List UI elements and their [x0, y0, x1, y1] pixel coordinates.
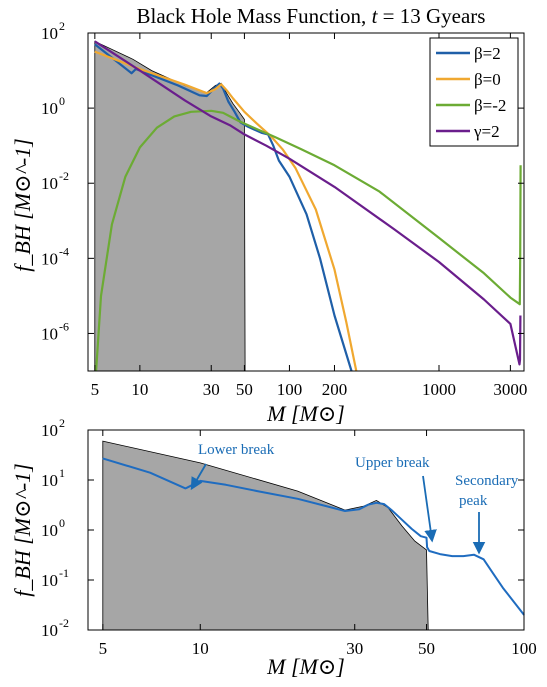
top-x-tick-label: 30 — [203, 380, 220, 399]
top-series-line-gamma-2 — [94, 40, 522, 366]
top-y-tick-label: 10 — [41, 174, 58, 193]
top-y-tick-exponent: -2 — [59, 169, 69, 183]
top-chart-title: Black Hole Mass Function, t = 13 Gyears — [137, 4, 486, 28]
bottom-y-axis-label: f_BH [M⊙^-1] — [10, 463, 35, 596]
annotation-secondary: Secondary — [455, 473, 519, 489]
bottom-y-tick-exponent: -1 — [59, 566, 69, 580]
annotation-upper-break: Upper break — [355, 455, 430, 471]
bottom-x-tick-label: 10 — [192, 639, 209, 658]
annotation-arrow — [422, 475, 437, 543]
top-x-tick-label: 50 — [236, 380, 253, 399]
top-series-line-beta-2 — [94, 43, 353, 372]
bottom-y-tick-label: 10 — [41, 471, 58, 490]
bottom-series-line-beta-2 — [102, 457, 525, 616]
top-x-axis-label: M [M⊙] — [266, 401, 345, 426]
bottom-y-tick-exponent: 1 — [59, 466, 65, 480]
legend-label-beta-minus-2: β=-2 — [474, 96, 506, 115]
bottom-y-tick-label: 10 — [41, 421, 58, 440]
top-series-line-beta-0 — [94, 50, 358, 372]
bottom-y-tick-label: 10 — [41, 621, 58, 640]
top-plot-frame — [87, 32, 525, 372]
bottom-x-tick-label: 5 — [99, 639, 108, 658]
top-series-line-beta-minus-2 — [95, 109, 522, 372]
top-y-tick-label: 10 — [41, 24, 58, 43]
top-y-tick-label: 10 — [41, 99, 58, 118]
bottom-x-tick-label: 50 — [418, 639, 435, 658]
bottom-x-axis-label: M [M⊙] — [266, 654, 345, 679]
top-y-tick-exponent: -6 — [59, 319, 69, 333]
legend: β=2 β=0 β=-2 γ=2 — [429, 37, 519, 147]
top-y-tick-label: 10 — [41, 324, 58, 343]
bottom-x-tick-label: 100 — [511, 639, 537, 658]
top-x-tick-label: 10 — [131, 380, 148, 399]
top-y-tick-label: 10 — [41, 249, 58, 268]
annotation-arrow — [190, 463, 207, 491]
annotations: Lower break Upper break Secondary peak — [190, 442, 519, 555]
bottom-y-tick-label: 10 — [41, 521, 58, 540]
top-x-tick-label: 100 — [277, 380, 303, 399]
bottom-plot-area — [87, 429, 525, 631]
top-y-axis-label: f_BH [M⊙^-1] — [10, 138, 35, 271]
top-y-tick-exponent: 0 — [59, 94, 65, 108]
bottom-x-tick-label: 30 — [346, 639, 363, 658]
top-x-tick-label: 200 — [322, 380, 348, 399]
bottom-y-tick-exponent: 2 — [59, 416, 65, 430]
legend-label-beta-2: β=2 — [474, 44, 501, 63]
top-y-tick-exponent: -4 — [59, 244, 69, 258]
top-chart: Black Hole Mass Function, t = 13 Gyears … — [10, 4, 527, 426]
annotation-lower-break: Lower break — [198, 442, 275, 458]
legend-box — [429, 37, 519, 147]
bottom-y-tick-label: 10 — [41, 571, 58, 590]
top-x-tick-label: 1000 — [422, 380, 456, 399]
bottom-y-tick-exponent: 0 — [59, 516, 65, 530]
top-y-tick-exponent: 2 — [59, 19, 65, 33]
top-x-tick-label: 3000 — [493, 380, 527, 399]
annotation-peak: peak — [459, 493, 488, 509]
legend-label-beta-0: β=0 — [474, 70, 501, 89]
legend-label-gamma-2: γ=2 — [473, 122, 500, 141]
top-x-tick-label: 5 — [91, 380, 100, 399]
bottom-y-tick-exponent: -2 — [59, 616, 69, 630]
